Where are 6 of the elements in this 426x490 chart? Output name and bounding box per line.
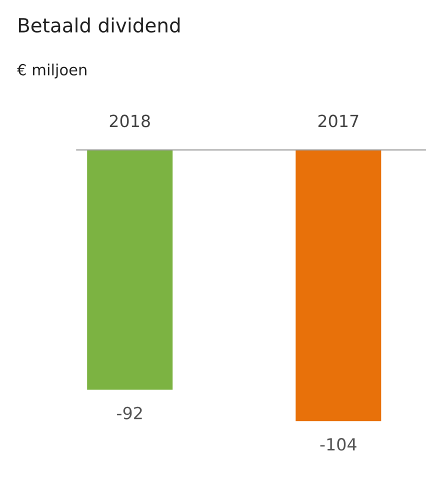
chart-subtitle: € miljoen — [17, 64, 86, 78]
x-tick-label: 2017 — [318, 114, 358, 128]
data-label: -104 — [320, 438, 356, 451]
data-label: -92 — [117, 406, 142, 420]
x-tick-label: 2018 — [110, 114, 150, 128]
chart-title: Betaald dividend — [18, 18, 180, 33]
